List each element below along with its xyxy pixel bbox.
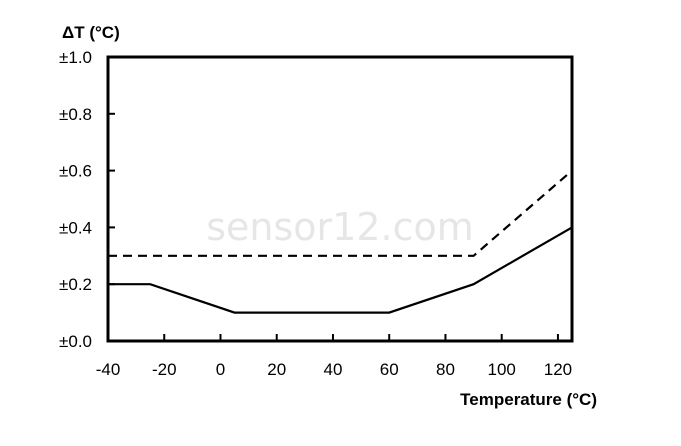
y-axis-title: ΔT (°C) — [62, 23, 120, 42]
x-tick-label: 80 — [436, 360, 455, 379]
x-tick-label: 100 — [488, 360, 516, 379]
y-axis: ±0.0 ±0.2 ±0.4 ±0.6 ±0.8 ±1.0 — [59, 48, 115, 351]
series-layer — [108, 169, 573, 314]
x-tick-label: 40 — [324, 360, 343, 379]
plot-area-frame — [106, 55, 574, 343]
y-tick-label: ±0.0 — [59, 332, 92, 351]
x-tick-label: -20 — [152, 360, 177, 379]
y-tick-label: ±0.8 — [59, 105, 92, 124]
x-tick-label: 120 — [544, 360, 572, 379]
y-tick-label: ±0.4 — [59, 218, 92, 237]
x-axis-title: Temperature (°C) — [460, 390, 597, 409]
y-tick-label: ±0.6 — [59, 162, 92, 181]
series-line-dashed — [108, 169, 573, 257]
x-tick-label: 60 — [380, 360, 399, 379]
y-tick-label: ±1.0 — [59, 48, 92, 67]
y-tick-label: ±0.2 — [59, 275, 92, 294]
x-tick-label: 0 — [216, 360, 225, 379]
watermark-text: sensor12.com — [206, 205, 474, 249]
x-tick-label: -40 — [96, 360, 121, 379]
x-tick-label: 20 — [267, 360, 286, 379]
x-axis: -40 -20 0 20 40 60 80 100 120 — [96, 334, 572, 379]
series-line-solid — [108, 226, 573, 314]
